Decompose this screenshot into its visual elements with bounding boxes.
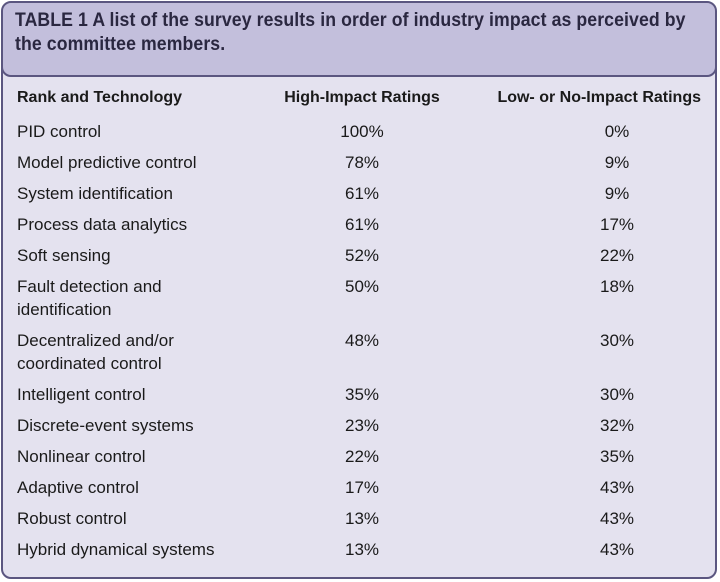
technology-cell: Adaptive control bbox=[17, 478, 139, 497]
high-impact-cell: 23% bbox=[344, 416, 380, 435]
high-impact-cell: 22% bbox=[344, 447, 380, 466]
low-impact-cell: 17% bbox=[599, 215, 635, 234]
high-impact-cell: 61% bbox=[344, 184, 380, 203]
technology-cell: Process data analytics bbox=[17, 215, 188, 234]
technology-cell: Soft sensing bbox=[17, 246, 111, 265]
technology-cell: PID control bbox=[17, 122, 102, 141]
technology-cell: Model predictive control bbox=[17, 153, 197, 172]
low-impact-cell: 35% bbox=[599, 447, 635, 466]
high-impact-cell: 100% bbox=[340, 122, 384, 141]
table-row: Intelligent control 35% 30% bbox=[17, 383, 707, 414]
low-impact-cell: 43% bbox=[599, 540, 635, 559]
high-impact-cell: 35% bbox=[344, 385, 380, 404]
low-impact-cell: 9% bbox=[604, 153, 630, 172]
table-row: Decentralized and/or coordinated control… bbox=[17, 329, 707, 383]
table-row: Model predictive control 78% 9% bbox=[17, 151, 707, 182]
low-impact-cell: 43% bbox=[599, 509, 635, 528]
low-impact-cell: 30% bbox=[599, 385, 635, 404]
low-impact-cell: 9% bbox=[604, 184, 630, 203]
caption-box: TABLE 1 A list of the survey results in … bbox=[3, 3, 715, 77]
table-caption: TABLE 1 A list of the survey results in … bbox=[15, 10, 686, 55]
table-row: Adaptive control 17% 43% bbox=[17, 476, 707, 507]
technology-cell: Robust control bbox=[17, 509, 127, 528]
table-row: Nonlinear control 22% 35% bbox=[17, 445, 707, 476]
high-impact-cell: 52% bbox=[344, 246, 380, 265]
high-impact-cell: 50% bbox=[344, 277, 380, 296]
low-impact-cell: 43% bbox=[599, 478, 635, 497]
table-row: Fault detection and identification 50% 1… bbox=[17, 275, 707, 329]
low-impact-cell: 30% bbox=[599, 331, 635, 350]
high-impact-cell: 13% bbox=[344, 540, 380, 559]
high-impact-cell: 61% bbox=[344, 215, 380, 234]
table-row: System identification 61% 9% bbox=[17, 182, 707, 213]
technology-cell: Decentralized and/or coordinated control bbox=[17, 331, 174, 373]
table-row: Soft sensing 52% 22% bbox=[17, 244, 707, 275]
technology-cell: Fault detection and identification bbox=[17, 277, 162, 319]
technology-cell: Hybrid dynamical systems bbox=[17, 540, 215, 559]
low-impact-cell: 18% bbox=[599, 277, 635, 296]
high-impact-cell: 48% bbox=[344, 331, 380, 350]
low-impact-cell: 22% bbox=[599, 246, 635, 265]
header-low-impact: Low- or No-Impact Ratings bbox=[497, 89, 701, 106]
header-row: Rank and Technology High-Impact Ratings … bbox=[17, 89, 707, 120]
header-technology: Rank and Technology bbox=[17, 89, 183, 106]
table-row: PID control 100% 0% bbox=[17, 120, 707, 151]
table-row: Robust control 13% 43% bbox=[17, 507, 707, 538]
low-impact-cell: 0% bbox=[604, 122, 630, 141]
technology-cell: System identification bbox=[17, 184, 173, 203]
table-row: Discrete-event systems 23% 32% bbox=[17, 414, 707, 445]
survey-table: Rank and Technology High-Impact Ratings … bbox=[17, 89, 707, 569]
technology-cell: Intelligent control bbox=[17, 385, 146, 404]
technology-cell: Nonlinear control bbox=[17, 447, 146, 466]
low-impact-cell: 32% bbox=[599, 416, 635, 435]
high-impact-cell: 78% bbox=[344, 153, 380, 172]
table-row: Hybrid dynamical systems 13% 43% bbox=[17, 538, 707, 569]
table-row: Process data analytics 61% 17% bbox=[17, 213, 707, 244]
high-impact-cell: 17% bbox=[344, 478, 380, 497]
high-impact-cell: 13% bbox=[344, 509, 380, 528]
header-high-impact: High-Impact Ratings bbox=[284, 89, 440, 106]
technology-cell: Discrete-event systems bbox=[17, 416, 194, 435]
